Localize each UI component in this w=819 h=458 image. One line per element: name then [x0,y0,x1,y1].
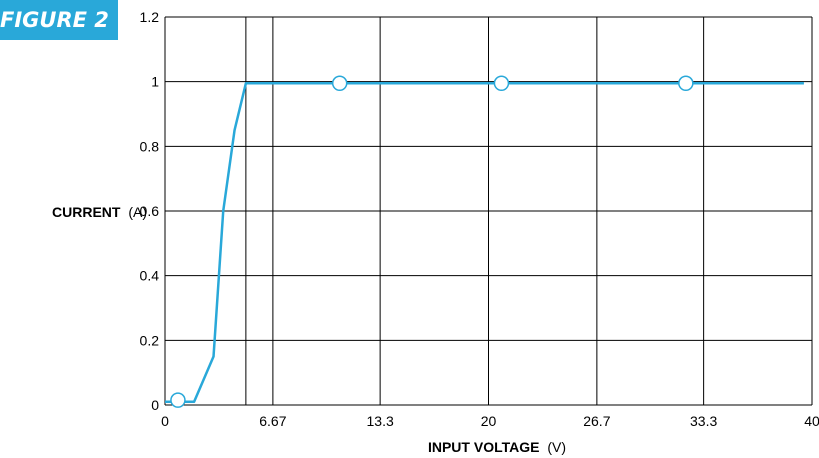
x-tick-label: 0 [161,413,169,429]
y-axis-title: CURRENT (A) [52,204,147,220]
tick-layer: 0 0.2 0.4 0.6 0.8 1 1.2 0 6.67 13.3 20 26.7 33.3 40 [140,9,819,429]
x-axis-title-bold: INPUT VOLTAGE [428,439,539,455]
y-axis-title-unit: (A) [128,204,147,220]
data-marker [331,75,348,92]
y-tick-label: 0.4 [140,268,160,284]
y-tick-label: 0.6 [140,203,160,219]
data-marker [170,392,186,408]
grid-layer [164,16,813,406]
x-tick-label: 40 [804,413,819,429]
y-tick-label: 1 [151,74,159,90]
marker-layer [170,75,694,408]
x-axis-title: INPUT VOLTAGE (V) [428,439,566,455]
data-marker [678,75,694,92]
line-layer [165,82,804,404]
y-tick-label: 0.8 [140,138,160,154]
x-tick-label: 33.3 [690,413,717,429]
y-tick-label: 1.2 [140,9,160,25]
figure-label-badge: FIGURE 2 [0,0,118,40]
y-tick-label: 0 [151,397,159,413]
x-tick-label: 20 [481,413,497,429]
x-axis-title-unit: (V) [547,439,566,455]
data-marker [493,75,510,92]
x-tick-label: 6.67 [259,413,286,429]
x-tick-label: 13.3 [367,413,394,429]
series-line [165,82,804,404]
y-axis-title-bold: CURRENT [52,204,121,220]
figure-label: FIGURE 2 [0,8,109,32]
x-tick-label: 26.7 [583,413,610,429]
y-tick-label: 0.2 [140,332,160,348]
